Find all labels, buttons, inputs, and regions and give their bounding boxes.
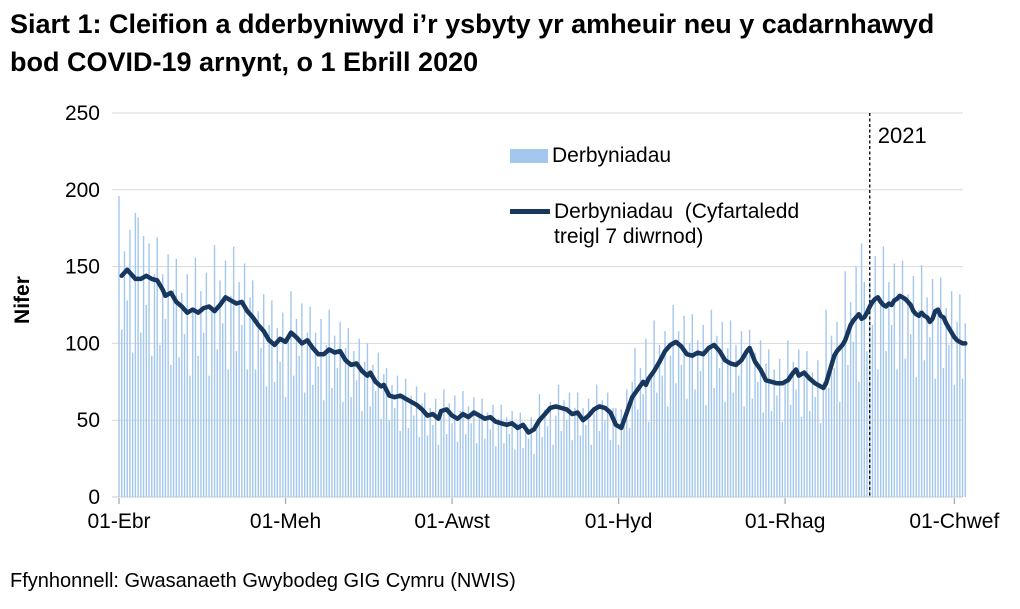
legend-item-line: Derbyniadau (Cyfartaledd treigl 7 diwrno… (510, 199, 844, 250)
y-tick-label: 100 (65, 332, 100, 355)
legend-item-bars: Derbyniadau (510, 143, 844, 169)
x-tick-label: 01-Meh (250, 510, 321, 533)
legend-bars-label: Derbyniadau (552, 144, 672, 167)
rolling-average-series (119, 267, 968, 435)
year-2021-label: 2021 (878, 123, 927, 148)
y-tick-label: 50 (77, 409, 100, 432)
line-swatch (510, 208, 550, 214)
x-tick-label: 01-Awst (414, 510, 490, 533)
source-note: Ffynhonnell: Gwasanaeth Gwybodeg GIG Cym… (10, 570, 516, 592)
chart-title: Siart 1: Cleifion a dderbyniwyd i’r ysby… (10, 9, 935, 77)
x-tick-label: 01-Hyd (585, 510, 653, 533)
gridlines (112, 112, 963, 498)
bars-swatch (510, 148, 548, 163)
y-tick-label: 0 (88, 486, 100, 509)
y-tick-label: 200 (65, 179, 100, 202)
x-tick-label: 01-Ebr (87, 510, 150, 533)
x-tick-label: 01-Rhag (745, 510, 826, 533)
admissions-chart: 01-Ebr 01-Meh 01-Awst 01-Hyd 01-Rhag 01-Chwef… (65, 102, 1000, 533)
x-axis: 01-Ebr 01-Meh 01-Awst 01-Hyd 01-Rhag 01-Chwef (87, 498, 999, 533)
y-tick-label: 250 (65, 102, 100, 125)
x-tick-label: 01-Chwef (909, 510, 999, 533)
y-axis: 0 50 100 150 200 250 (65, 102, 100, 509)
legend: Derbyniadau Derbyniadau (Cyfartaledd tre… (510, 143, 844, 250)
y-tick-label: 150 (65, 256, 100, 279)
legend-line-label: Derbyniadau (Cyfartaledd treigl 7 diwrno… (554, 199, 805, 249)
rolling-average-path (119, 267, 968, 435)
